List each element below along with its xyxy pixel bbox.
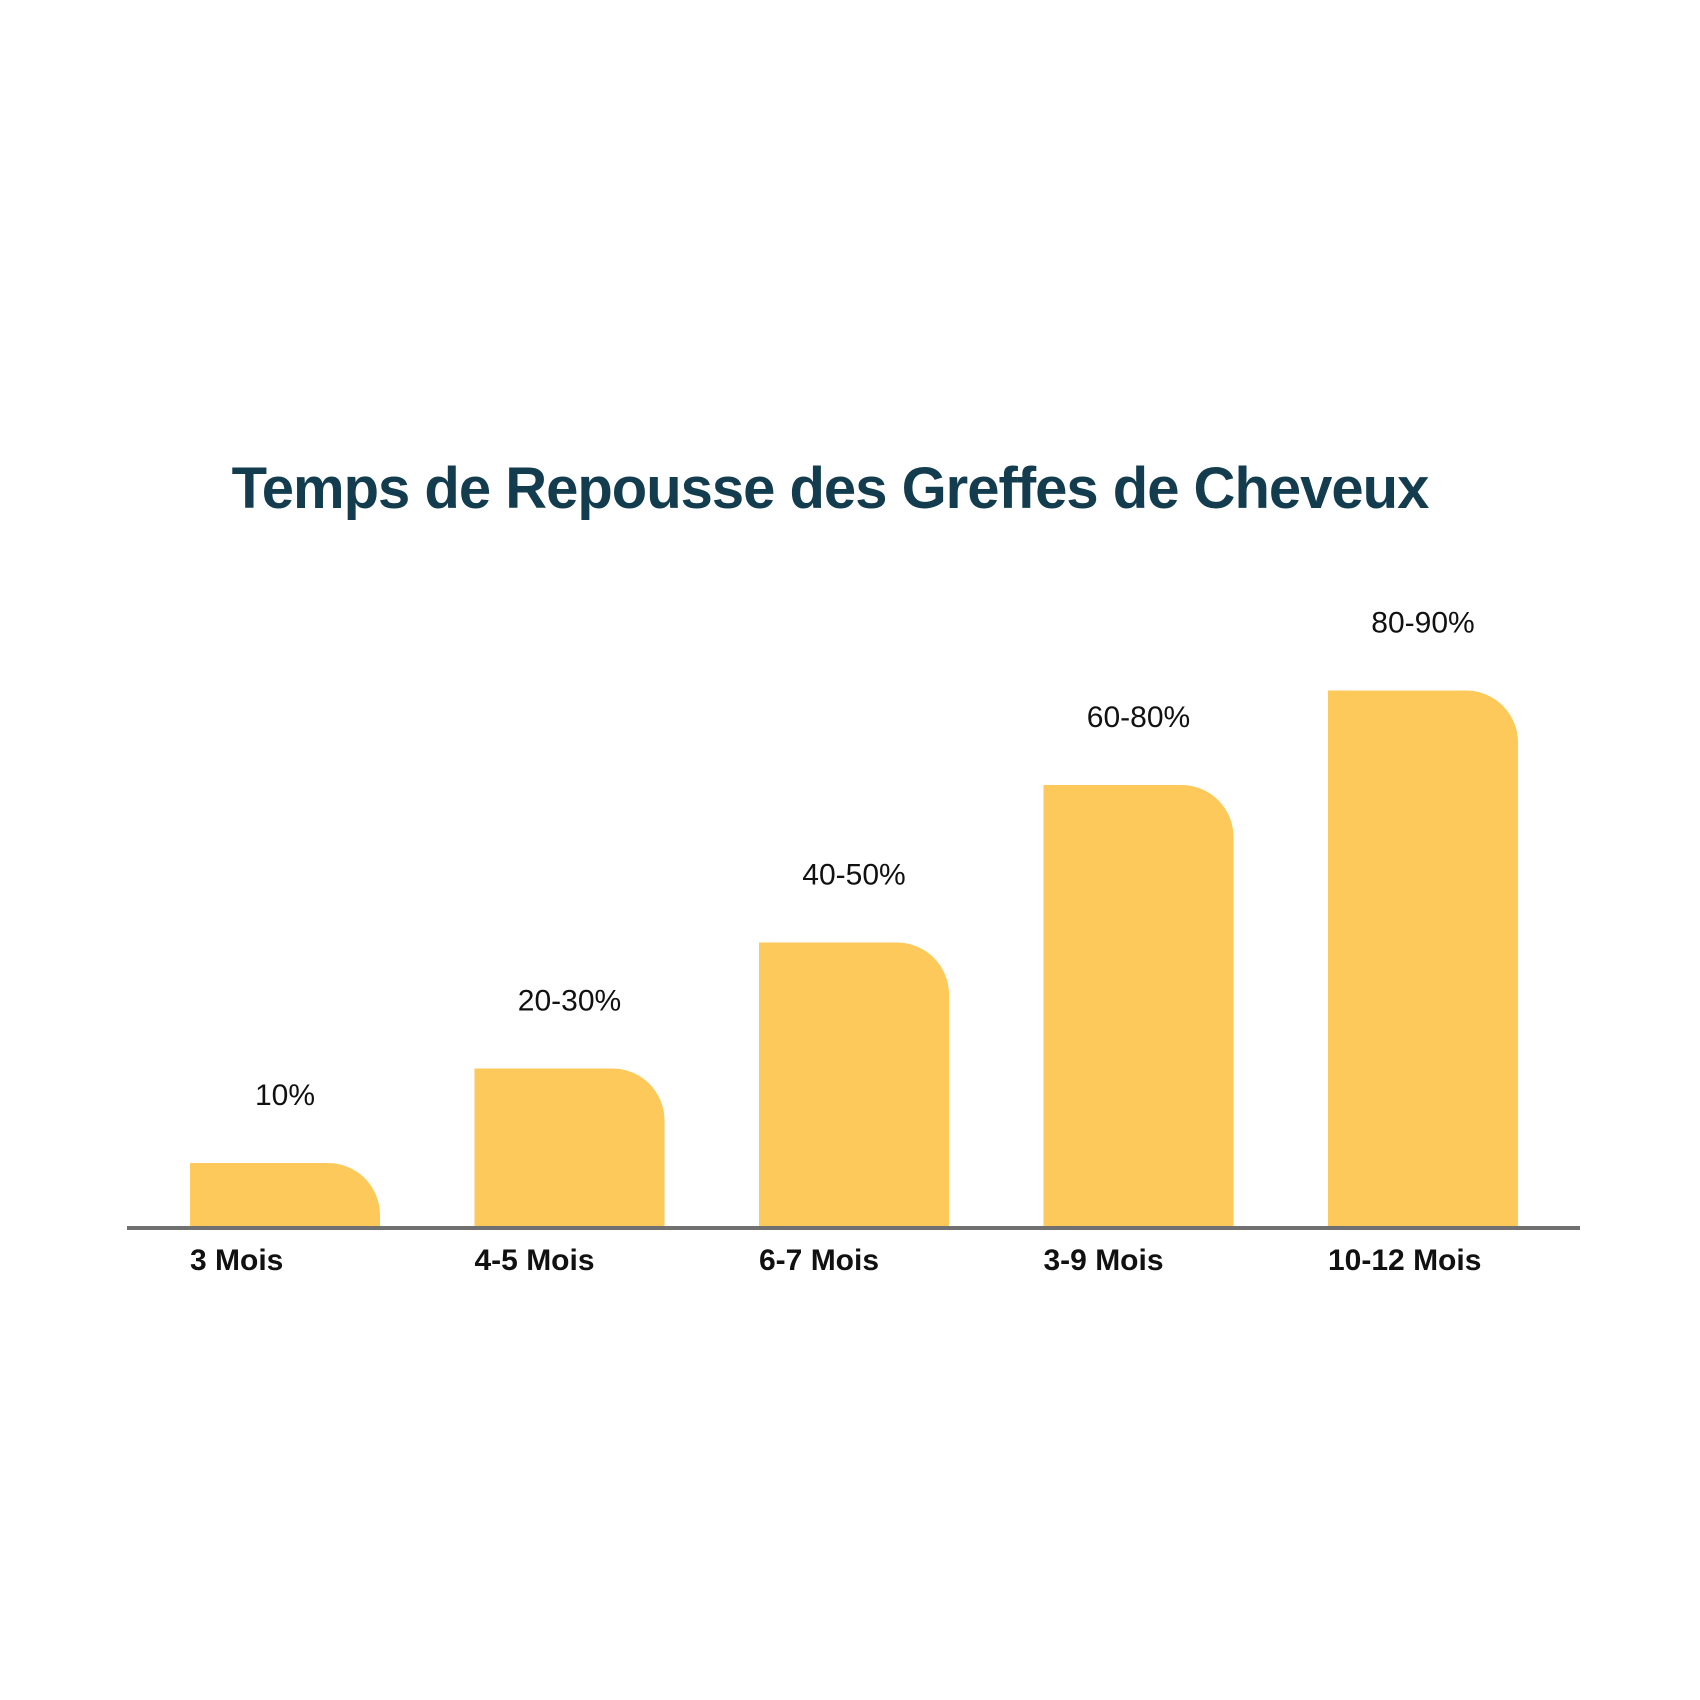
bar-1 <box>190 1163 380 1226</box>
x-tick-label-3: 6-7 Mois <box>759 1244 879 1277</box>
bars-layer <box>190 690 1518 1226</box>
bar-4 <box>1043 785 1234 1226</box>
data-label-3: 40-50% <box>802 859 905 892</box>
data-label-2: 20-30% <box>518 985 621 1018</box>
chart-title: Temps de Repousse des Greffes de Cheveux <box>231 456 1430 521</box>
x-tick-label-2: 4-5 Mois <box>475 1244 595 1277</box>
data-label-5: 80-90% <box>1371 607 1474 640</box>
bar-2 <box>474 1068 665 1226</box>
x-tick-label-5: 10-12 Mois <box>1328 1244 1481 1277</box>
bar-5 <box>1328 690 1518 1226</box>
labels-layer: 10% 3 Mois 20-30% 4-5 Mois 40-50% 6-7 Mois 60-… <box>190 607 1481 1278</box>
data-label-4: 60-80% <box>1087 701 1190 734</box>
x-tick-label-1: 3 Mois <box>190 1244 283 1277</box>
x-tick-label-4: 3-9 Mois <box>1044 1244 1164 1277</box>
data-label-1: 10% <box>255 1079 315 1112</box>
bar-3 <box>759 942 949 1226</box>
